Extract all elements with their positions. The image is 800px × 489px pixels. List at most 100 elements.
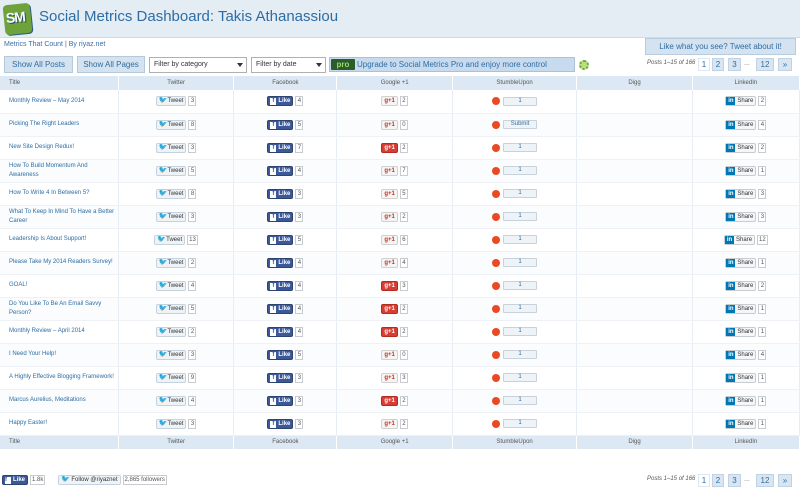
linkedin-share-button[interactable]: in Share bbox=[725, 142, 757, 153]
linkedin-share-button[interactable]: in Share bbox=[725, 326, 757, 337]
col-linkedin[interactable]: LinkedIn bbox=[692, 435, 800, 449]
linkedin-share-button[interactable]: in Share bbox=[725, 395, 757, 406]
post-title-link[interactable]: Monthly Review – April 2014 bbox=[0, 320, 119, 344]
col-stumbleupon[interactable]: StumbleUpon bbox=[452, 435, 578, 449]
tweet-button[interactable]: 🐦Tweet bbox=[155, 303, 187, 314]
stumbleupon-icon[interactable] bbox=[492, 120, 501, 129]
upgrade-pro-link[interactable]: pro Upgrade to Social Metrics Pro and enj… bbox=[329, 57, 575, 72]
stumble-submit-button[interactable]: Submit bbox=[503, 120, 538, 129]
post-title-link[interactable]: Please Take My 2014 Readers Survey! bbox=[0, 251, 119, 275]
post-title-link[interactable]: I Need Your Help! bbox=[0, 343, 119, 367]
byline-link[interactable]: Metrics That Count | By riyaz.net bbox=[4, 41, 106, 48]
like-button[interactable]: f Like bbox=[267, 418, 294, 429]
post-title-link[interactable]: A Highly Effective Blogging Framework! bbox=[0, 366, 119, 390]
like-button[interactable]: f Like bbox=[267, 211, 294, 222]
post-title-link[interactable]: How To Build Momentum And Awareness bbox=[0, 159, 119, 183]
google-plus-button[interactable]: g+1 bbox=[381, 395, 398, 406]
like-button[interactable]: f Like bbox=[267, 165, 294, 176]
post-title-link[interactable]: Monthly Review – May 2014 bbox=[0, 90, 119, 114]
linkedin-share-button[interactable]: in Share bbox=[724, 234, 756, 245]
col-title[interactable]: Title bbox=[0, 76, 119, 90]
show-all-pages-button[interactable]: Show All Pages bbox=[77, 56, 145, 73]
tweet-button[interactable]: 🐦Tweet bbox=[155, 395, 187, 406]
tweet-button[interactable]: 🐦Tweet bbox=[155, 142, 187, 153]
like-button[interactable]: f Like bbox=[267, 395, 294, 406]
page-2-button[interactable]: 2 bbox=[712, 58, 724, 71]
page-last-button[interactable]: 12 bbox=[756, 474, 774, 487]
col-stumbleupon[interactable]: StumbleUpon bbox=[452, 76, 578, 90]
tweet-button[interactable]: 🐦Tweet bbox=[155, 119, 187, 130]
footer-like-widget[interactable]: f Like 1.8k bbox=[2, 471, 49, 485]
col-google[interactable]: Google +1 bbox=[336, 435, 453, 449]
tweet-button[interactable]: 🐦Tweet bbox=[155, 165, 187, 176]
linkedin-share-button[interactable]: in Share bbox=[725, 349, 757, 360]
post-title-link[interactable]: Do You Like To Be An Email Savvy Person? bbox=[0, 297, 119, 321]
tweet-button[interactable]: 🐦Tweet bbox=[155, 349, 187, 360]
post-title-link[interactable]: Leadership Is About Support! bbox=[0, 228, 119, 252]
stumbleupon-icon[interactable] bbox=[492, 97, 501, 106]
tweet-button[interactable]: 🐦Tweet bbox=[155, 418, 187, 429]
stumbleupon-icon[interactable] bbox=[492, 143, 501, 152]
col-google[interactable]: Google +1 bbox=[336, 76, 453, 90]
stumbleupon-icon[interactable] bbox=[492, 350, 501, 359]
page-2-button[interactable]: 2 bbox=[712, 474, 724, 487]
gear-icon[interactable] bbox=[579, 60, 589, 70]
like-button[interactable]: f Like bbox=[267, 119, 294, 130]
footer-follow-widget[interactable]: 🐦 Follow @riyaznet 2,865 followers bbox=[58, 471, 172, 485]
google-plus-button[interactable]: g+1 bbox=[381, 96, 398, 107]
tweet-button[interactable]: 🐦Tweet bbox=[155, 188, 187, 199]
like-button[interactable]: f Like bbox=[267, 280, 294, 291]
col-twitter[interactable]: Twitter bbox=[118, 435, 235, 449]
stumbleupon-icon[interactable] bbox=[492, 166, 501, 175]
follow-button[interactable]: 🐦 Follow @riyaznet bbox=[58, 474, 121, 485]
col-title[interactable]: Title bbox=[0, 435, 119, 449]
like-button[interactable]: f Like bbox=[267, 349, 294, 360]
stumbleupon-icon[interactable] bbox=[492, 212, 501, 221]
post-title-link[interactable]: Marcus Aurelius, Meditations bbox=[0, 389, 119, 413]
stumbleupon-icon[interactable] bbox=[492, 396, 501, 405]
linkedin-share-button[interactable]: in Share bbox=[725, 165, 757, 176]
google-plus-button[interactable]: g+1 bbox=[381, 418, 398, 429]
stumbleupon-icon[interactable] bbox=[492, 327, 501, 336]
post-title-link[interactable]: Picking The Right Leaders bbox=[0, 113, 119, 137]
like-button[interactable]: f Like bbox=[267, 234, 294, 245]
tweet-button[interactable]: 🐦Tweet bbox=[155, 372, 187, 383]
col-facebook[interactable]: Facebook bbox=[233, 76, 338, 90]
google-plus-button[interactable]: g+1 bbox=[381, 142, 398, 153]
post-title-link[interactable]: New Site Design Redux! bbox=[0, 136, 119, 160]
tweet-button[interactable]: 🐦Tweet bbox=[155, 257, 187, 268]
col-linkedin[interactable]: LinkedIn bbox=[692, 76, 800, 90]
linkedin-share-button[interactable]: in Share bbox=[725, 418, 757, 429]
like-button[interactable]: f Like bbox=[267, 326, 294, 337]
google-plus-button[interactable]: g+1 bbox=[381, 280, 398, 291]
like-button[interactable]: f Like bbox=[267, 303, 294, 314]
google-plus-button[interactable]: g+1 bbox=[381, 211, 398, 222]
post-title-link[interactable]: Happy Easter! bbox=[0, 412, 119, 436]
stumbleupon-icon[interactable] bbox=[492, 258, 501, 267]
like-button[interactable]: f Like bbox=[267, 372, 294, 383]
col-facebook[interactable]: Facebook bbox=[233, 435, 338, 449]
linkedin-share-button[interactable]: in Share bbox=[725, 303, 757, 314]
google-plus-button[interactable]: g+1 bbox=[381, 234, 398, 245]
linkedin-share-button[interactable]: in Share bbox=[725, 211, 757, 222]
tweet-button[interactable]: 🐦Tweet bbox=[155, 211, 187, 222]
like-button[interactable]: f Like bbox=[267, 188, 294, 199]
linkedin-share-button[interactable]: in Share bbox=[725, 372, 757, 383]
filter-category-select[interactable]: Filter by category bbox=[149, 57, 247, 73]
col-digg[interactable]: Digg bbox=[576, 76, 693, 90]
page-3-button[interactable]: 3 bbox=[728, 474, 741, 487]
stumbleupon-icon[interactable] bbox=[492, 304, 501, 313]
google-plus-button[interactable]: g+1 bbox=[381, 372, 398, 383]
google-plus-button[interactable]: g+1 bbox=[381, 119, 398, 130]
next-page-button[interactable]: » bbox=[778, 58, 792, 71]
google-plus-button[interactable]: g+1 bbox=[381, 257, 398, 268]
tweet-button[interactable]: 🐦Tweet bbox=[155, 280, 187, 291]
stumbleupon-icon[interactable] bbox=[492, 419, 501, 428]
post-title-link[interactable]: GOAL! bbox=[0, 274, 119, 298]
stumbleupon-icon[interactable] bbox=[492, 189, 501, 198]
google-plus-button[interactable]: g+1 bbox=[381, 303, 398, 314]
tweet-about-button[interactable]: Like what you see? Tweet about it! bbox=[645, 38, 796, 55]
tweet-button[interactable]: 🐦Tweet bbox=[154, 234, 186, 245]
post-title-link[interactable]: How To Write 4 In Between 5? bbox=[0, 182, 119, 206]
google-plus-button[interactable]: g+1 bbox=[381, 165, 398, 176]
